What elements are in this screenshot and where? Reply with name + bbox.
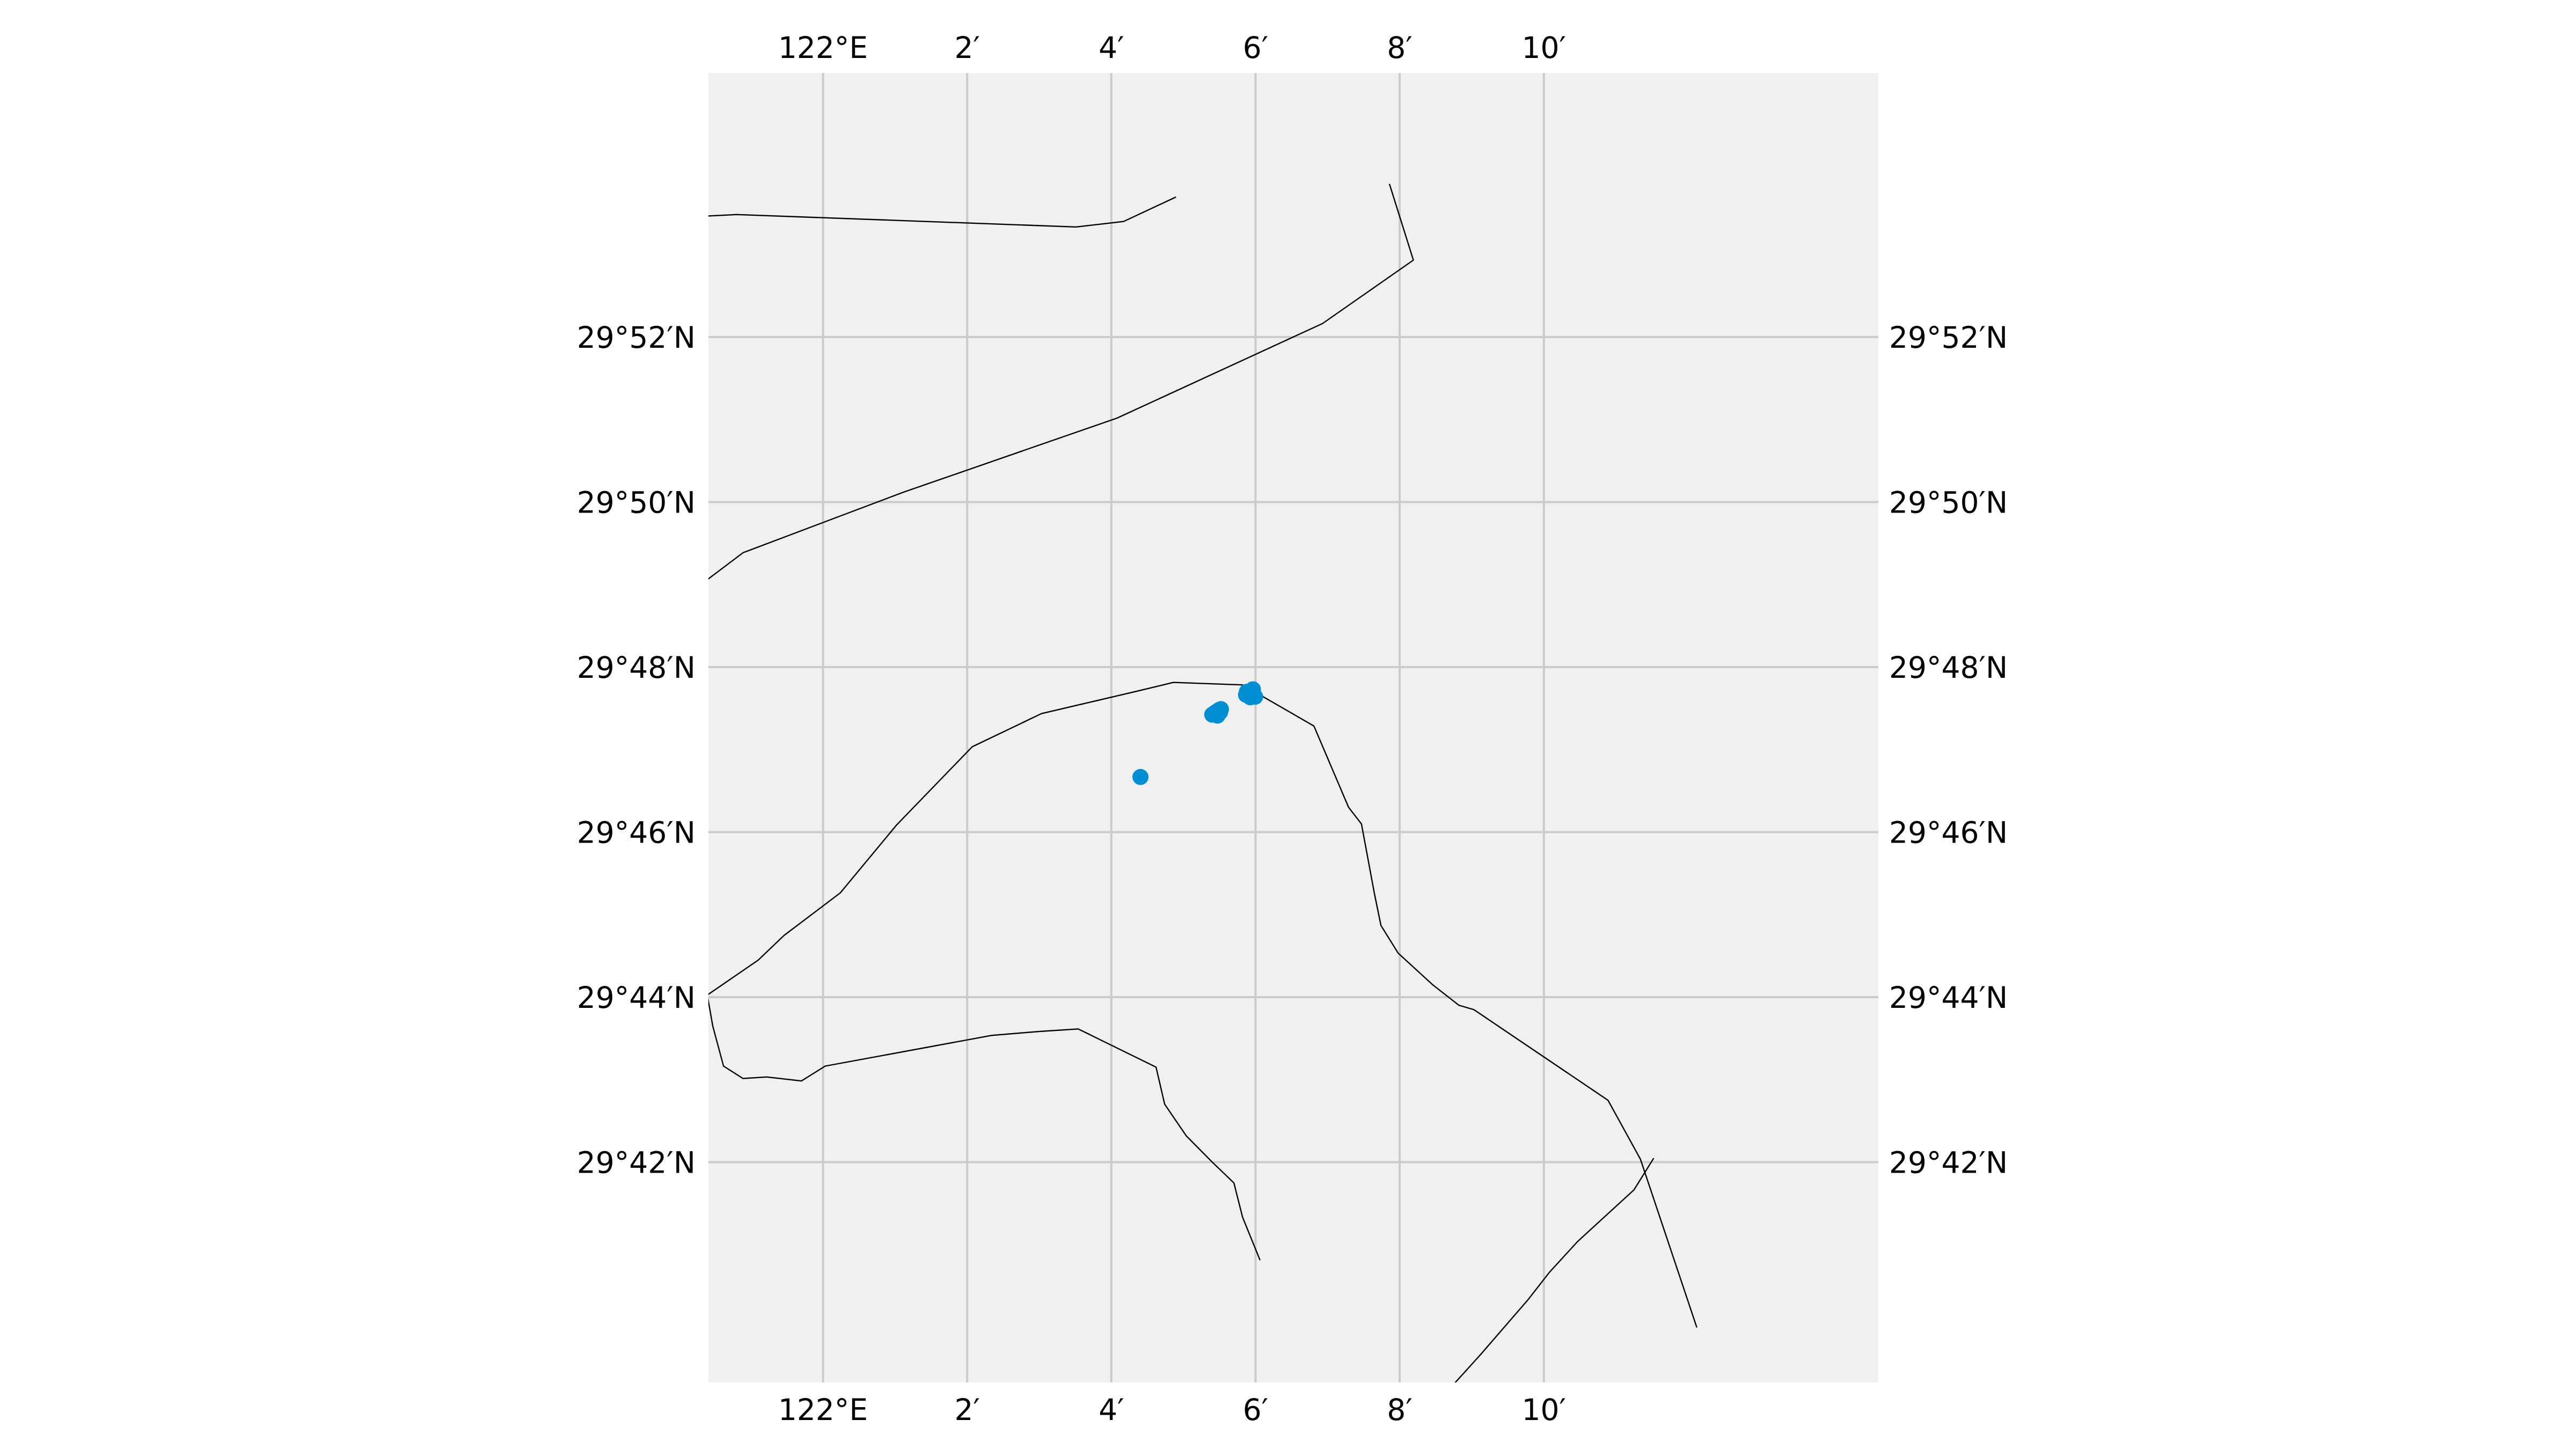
coast-top-short xyxy=(708,196,1176,228)
graticule xyxy=(708,73,1878,1382)
lat-label-left: 29°42′N xyxy=(577,1145,696,1180)
data-point xyxy=(1209,707,1226,724)
data-point xyxy=(1132,769,1149,785)
lat-label-left: 29°52′N xyxy=(577,320,696,355)
lon-label-top: 4′ xyxy=(1099,31,1124,65)
lon-label-top: 8′ xyxy=(1387,31,1412,65)
coast-top-long xyxy=(708,184,1414,580)
lat-label-right: 29°48′N xyxy=(1889,650,2008,685)
data-point xyxy=(1239,684,1255,700)
lat-label-right: 29°50′N xyxy=(1889,485,2008,519)
lat-label-left: 29°48′N xyxy=(577,650,696,685)
map-background xyxy=(708,73,1878,1382)
tick-labels: 122°E 122°E 2′ 2′ 4′ 4′ 6′ 6′ 8′ 8′ 10′ 10′ 29°52′N 2… xyxy=(577,31,2008,1427)
coast-bottom-right xyxy=(1454,1158,1655,1382)
lon-label-bottom: 8′ xyxy=(1387,1393,1412,1427)
lon-label-top: 122°E xyxy=(778,31,868,65)
lon-label-bottom: 122°E xyxy=(778,1393,868,1427)
coast-south-loop xyxy=(708,997,1261,1261)
lon-label-bottom: 4′ xyxy=(1099,1393,1124,1427)
lat-label-right: 29°44′N xyxy=(1889,980,2008,1015)
lat-label-left: 29°50′N xyxy=(577,485,696,519)
data-points xyxy=(1132,681,1263,785)
lat-label-left: 29°44′N xyxy=(577,980,696,1015)
lat-label-right: 29°46′N xyxy=(1889,815,2008,850)
lat-label-right: 29°52′N xyxy=(1889,320,2008,355)
lon-label-top: 10′ xyxy=(1522,31,1566,65)
coastline-layer xyxy=(708,184,1697,1382)
lon-label-bottom: 10′ xyxy=(1522,1393,1566,1427)
lon-label-bottom: 6′ xyxy=(1243,1393,1268,1427)
lat-label-right: 29°42′N xyxy=(1889,1145,2008,1180)
lon-label-top: 2′ xyxy=(954,31,979,65)
coast-island xyxy=(708,682,1697,1328)
lon-label-bottom: 2′ xyxy=(954,1393,979,1427)
lat-label-left: 29°46′N xyxy=(577,815,696,850)
lon-label-top: 6′ xyxy=(1243,31,1268,65)
